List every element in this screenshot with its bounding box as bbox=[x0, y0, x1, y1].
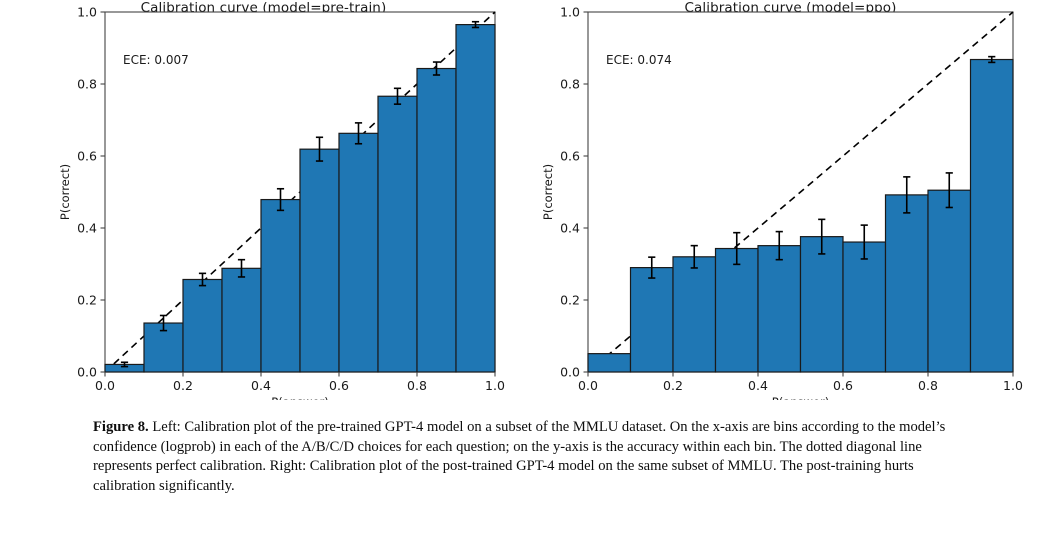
figure-caption-label: Figure 8. bbox=[93, 419, 149, 435]
bar bbox=[927, 189, 972, 373]
x-tick-label: 0.6 bbox=[329, 378, 349, 393]
bar bbox=[672, 256, 717, 373]
bar bbox=[799, 236, 844, 373]
ece-annotation: ECE: 0.007 bbox=[123, 53, 189, 67]
bar bbox=[221, 267, 262, 373]
x-tick-label: 1.0 bbox=[1003, 378, 1023, 393]
x-tick-label: 0.8 bbox=[407, 378, 427, 393]
bar bbox=[587, 353, 632, 373]
bar-series bbox=[104, 24, 496, 373]
y-tick-label: 0.8 bbox=[77, 76, 97, 91]
bar bbox=[629, 267, 674, 373]
figure-panels: Calibration curve (model=pre-train) 0.0 0… bbox=[0, 0, 1054, 400]
y-tick-label: 0.8 bbox=[560, 76, 580, 91]
bar bbox=[377, 95, 418, 373]
bar bbox=[884, 194, 929, 373]
bar bbox=[842, 241, 887, 373]
figure-caption-text: Left: Calibration plot of the pre-traine… bbox=[93, 419, 946, 494]
x-tick-label: 1.0 bbox=[485, 378, 505, 393]
x-axis-label: P(answer) bbox=[271, 395, 328, 400]
y-tick-label: 0.4 bbox=[560, 220, 580, 235]
x-tick-label: 0.2 bbox=[173, 378, 193, 393]
y-tick-label: 0.2 bbox=[77, 292, 97, 307]
error-bars bbox=[120, 20, 480, 368]
y-tick-label: 0.2 bbox=[560, 292, 580, 307]
y-tick-label: 1.0 bbox=[560, 4, 580, 19]
calibration-plot-pretrain: 0.0 0.2 0.4 0.6 0.8 1.0 0.0 0.2 0.4 0.6 0.8 1.0 P(an… bbox=[58, 4, 505, 400]
bar bbox=[969, 58, 1014, 373]
figure-caption: Figure 8. Left: Calibration plot of the … bbox=[93, 418, 959, 496]
y-tick-label: 0.0 bbox=[560, 364, 580, 379]
x-tick-label: 0.0 bbox=[95, 378, 115, 393]
y-tick-label: 0.4 bbox=[77, 220, 97, 235]
x-axis-label: P(answer) bbox=[772, 395, 829, 400]
bar bbox=[455, 24, 496, 373]
x-tick-label: 0.0 bbox=[578, 378, 598, 393]
calibration-plot-ppo: 0.0 0.2 0.4 0.6 0.8 1.0 0.0 0.2 0.4 0.6 0.8 1.0 P(an… bbox=[541, 4, 1023, 400]
y-tick-label: 0.6 bbox=[77, 148, 97, 163]
x-tick-label: 0.4 bbox=[748, 378, 768, 393]
bar bbox=[182, 278, 223, 373]
y-axis-label: P(correct) bbox=[541, 164, 555, 220]
x-tick-label: 0.6 bbox=[833, 378, 853, 393]
x-tick-label: 0.8 bbox=[918, 378, 938, 393]
y-tick-label: 0.0 bbox=[77, 364, 97, 379]
chart-panel-ppo: Calibration curve (model=ppo) 0.0 0.2 0.4 0… bbox=[527, 0, 1054, 400]
y-tick-label: 1.0 bbox=[77, 4, 97, 19]
bar bbox=[299, 148, 340, 373]
bar bbox=[714, 247, 759, 373]
chart-panel-pretrain: Calibration curve (model=pre-train) 0.0 0… bbox=[0, 0, 527, 400]
bar bbox=[757, 245, 802, 373]
perfect-calibration-line bbox=[587, 11, 1014, 373]
y-axis-label: P(correct) bbox=[58, 164, 72, 220]
error-bars bbox=[648, 55, 996, 279]
bar bbox=[416, 67, 457, 373]
x-tick-label: 0.4 bbox=[251, 378, 271, 393]
ece-annotation: ECE: 0.074 bbox=[606, 53, 672, 67]
bar bbox=[338, 132, 379, 373]
bar-series bbox=[587, 58, 1014, 373]
bar bbox=[260, 198, 301, 373]
y-tick-label: 0.6 bbox=[560, 148, 580, 163]
x-tick-label: 0.2 bbox=[663, 378, 683, 393]
